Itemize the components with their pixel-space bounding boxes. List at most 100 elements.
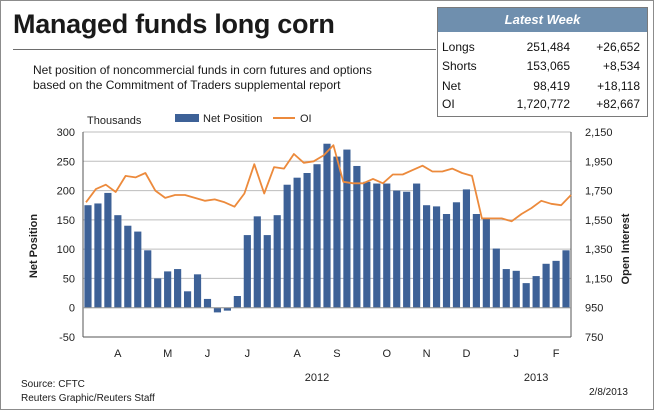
y2-tick-label: 1,550: [585, 215, 613, 227]
net-position-bar: [482, 217, 490, 308]
row-change: +18,118: [597, 79, 640, 93]
net-position-bar: [452, 202, 461, 308]
row-change: +26,652: [596, 40, 640, 54]
y-tick-label: 200: [57, 186, 75, 198]
x-month-label: S: [333, 348, 340, 360]
net-position-bar: [243, 235, 251, 308]
x-month-label: A: [114, 348, 122, 360]
net-position-bar: [442, 214, 451, 308]
net-position-bar: [562, 250, 570, 308]
credit-note: Reuters Graphic/Reuters Staff: [21, 393, 155, 404]
y-tick-label: 300: [57, 127, 75, 139]
net-position-bar: [84, 205, 92, 308]
date-note: 2/8/2013: [589, 387, 628, 398]
net-position-bar: [253, 216, 261, 308]
title-rule: [13, 49, 436, 50]
legend-label-oi: OI: [300, 113, 312, 125]
x-month-label: J: [205, 348, 211, 360]
y-tick-label: 50: [63, 273, 75, 285]
x-month-label: D: [462, 348, 470, 360]
latest-week-header: Latest Week: [438, 8, 647, 32]
net-position-bar: [502, 269, 510, 308]
y-axis-title: Net Position: [28, 214, 40, 278]
units-label: Thousands: [87, 115, 142, 127]
net-position-bar: [203, 298, 212, 308]
legend-label-net-position: Net Position: [203, 113, 262, 125]
net-position-bar: [144, 250, 152, 308]
net-position-bar: [154, 278, 162, 308]
net-position-bar: [94, 203, 102, 308]
net-position-bar: [323, 143, 331, 308]
y-tick-label: 100: [57, 244, 75, 256]
net-position-bar: [293, 177, 301, 308]
net-position-bar: [223, 307, 231, 311]
net-position-bar: [462, 189, 471, 308]
open-interest-line: [85, 144, 572, 223]
net-position-bar: [542, 263, 550, 308]
latest-week-row-oi: OI 1,720,772 +82,667: [438, 97, 647, 117]
net-position-bar: [552, 260, 560, 308]
row-change: +82,667: [596, 97, 640, 111]
net-position-bar: [403, 191, 411, 308]
row-label: Net: [442, 79, 461, 93]
source-note: Source: CFTC: [21, 379, 85, 390]
net-position-bar: [283, 184, 291, 308]
y2-axis-title: Open Interest: [620, 213, 632, 284]
row-value: 251,484: [526, 40, 570, 54]
x-month-label: F: [553, 348, 560, 360]
x-month-label: J: [245, 348, 251, 360]
page-title: Managed funds long corn: [13, 9, 335, 39]
row-label: Longs: [442, 40, 475, 54]
x-month-label: O: [382, 348, 391, 360]
net-position-bar: [512, 270, 520, 308]
net-position-bar: [124, 225, 132, 308]
latest-week-panel: Latest Week Longs 251,484 +26,652 Shorts…: [437, 7, 648, 117]
y2-tick-label: 1,150: [585, 273, 613, 285]
row-change: +8,534: [602, 59, 640, 73]
net-position-bar: [233, 296, 241, 308]
y2-tick-label: 750: [585, 332, 603, 344]
latest-week-row-shorts: Shorts 153,065 +8,534: [438, 59, 647, 79]
legend-swatch-net-position: [175, 114, 199, 122]
net-position-bar: [383, 183, 391, 308]
net-position-bar: [313, 164, 321, 308]
net-position-bar: [114, 215, 122, 308]
net-position-bar: [373, 183, 381, 308]
y2-tick-label: 1,350: [585, 244, 613, 256]
net-position-bar: [303, 173, 311, 308]
x-month-label: M: [163, 348, 172, 360]
row-label: Shorts: [442, 59, 477, 73]
x-month-label: A: [293, 348, 301, 360]
net-position-bar: [423, 205, 431, 308]
net-position-bar: [472, 214, 480, 308]
net-position-bar: [393, 190, 401, 308]
net-position-bar: [343, 149, 351, 308]
x-month-label: J: [513, 348, 519, 360]
subtitle-line-2: based on the Commitment of Traders suppl…: [33, 78, 341, 92]
y2-tick-label: 1,950: [585, 156, 613, 168]
y-tick-label: -50: [59, 332, 75, 344]
net-position-bar: [353, 165, 361, 308]
net-position-bar: [193, 274, 202, 308]
latest-week-row-net: Net 98,419 +18,118: [438, 79, 647, 99]
y2-tick-label: 950: [585, 303, 603, 315]
net-position-bar: [492, 248, 500, 308]
y-tick-label: 250: [57, 156, 75, 168]
net-position-bar: [263, 235, 271, 308]
row-label: OI: [442, 97, 455, 111]
net-position-bar: [413, 183, 421, 308]
y-tick-label: 0: [69, 303, 75, 315]
y2-tick-label: 2,150: [585, 127, 613, 139]
row-value: 1,720,772: [516, 97, 570, 111]
y2-tick-label: 1,750: [585, 186, 613, 198]
net-position-bar: [532, 276, 540, 308]
net-position-bar: [432, 206, 441, 308]
net-position-bar: [134, 231, 142, 308]
net-position-bar: [174, 269, 182, 308]
subtitle-line-1: Net position of noncommercial funds in c…: [33, 63, 372, 77]
net-position-bar: [183, 291, 192, 308]
net-position-bar: [363, 181, 371, 308]
row-value: 153,065: [526, 59, 570, 73]
